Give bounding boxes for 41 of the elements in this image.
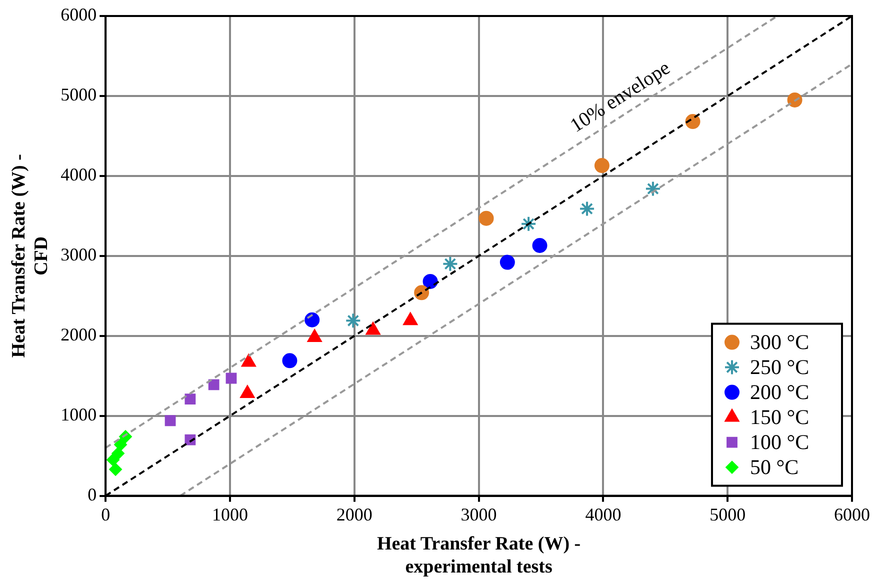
y-tick-label: 2000	[60, 324, 97, 345]
point	[594, 158, 610, 174]
point	[164, 415, 176, 426]
point	[500, 254, 515, 270]
point	[109, 462, 122, 476]
point	[304, 312, 320, 328]
legend-label: 50 °C	[750, 454, 799, 479]
point	[282, 353, 298, 368]
x-tick-label: 3000	[460, 504, 497, 524]
point	[422, 274, 438, 289]
point	[184, 394, 196, 404]
y-tick-label: 0	[88, 484, 97, 505]
y-tick-label: 1000	[60, 404, 97, 425]
point	[644, 180, 661, 197]
x-tick-label: 1000	[212, 504, 248, 524]
point	[345, 312, 362, 329]
point	[532, 238, 548, 254]
y-tick-label: 6000	[60, 4, 97, 25]
point	[112, 446, 125, 460]
x-axis-title: Heat Transfer Rate (W) - experimental tests	[376, 534, 581, 578]
point	[208, 379, 220, 390]
x-tick-label: 4000	[585, 504, 622, 524]
legend-label: 100 °C	[750, 430, 810, 454]
y-tick-label: 4000	[60, 164, 97, 185]
x-tick-label: 2000	[336, 504, 372, 524]
point	[226, 372, 237, 384]
x-tick-label: 0	[101, 504, 110, 524]
legend-label: 200 °C	[750, 380, 810, 404]
x-tick-label: 6000	[834, 504, 870, 524]
point	[478, 210, 494, 226]
x-tick-label: 5000	[710, 504, 746, 524]
y-tick-label: 5000	[60, 84, 97, 105]
point	[442, 256, 458, 272]
point	[114, 438, 128, 452]
legend-label: 150 °C	[750, 404, 810, 429]
point	[520, 216, 537, 232]
legend-label: 300 °C	[750, 330, 810, 354]
y-axis-title: Heat Transfer Rate (W) - CFD	[8, 154, 52, 358]
y-tick-label: 3000	[60, 244, 97, 265]
legend-label: 250 °C	[750, 354, 810, 379]
point	[579, 200, 596, 217]
